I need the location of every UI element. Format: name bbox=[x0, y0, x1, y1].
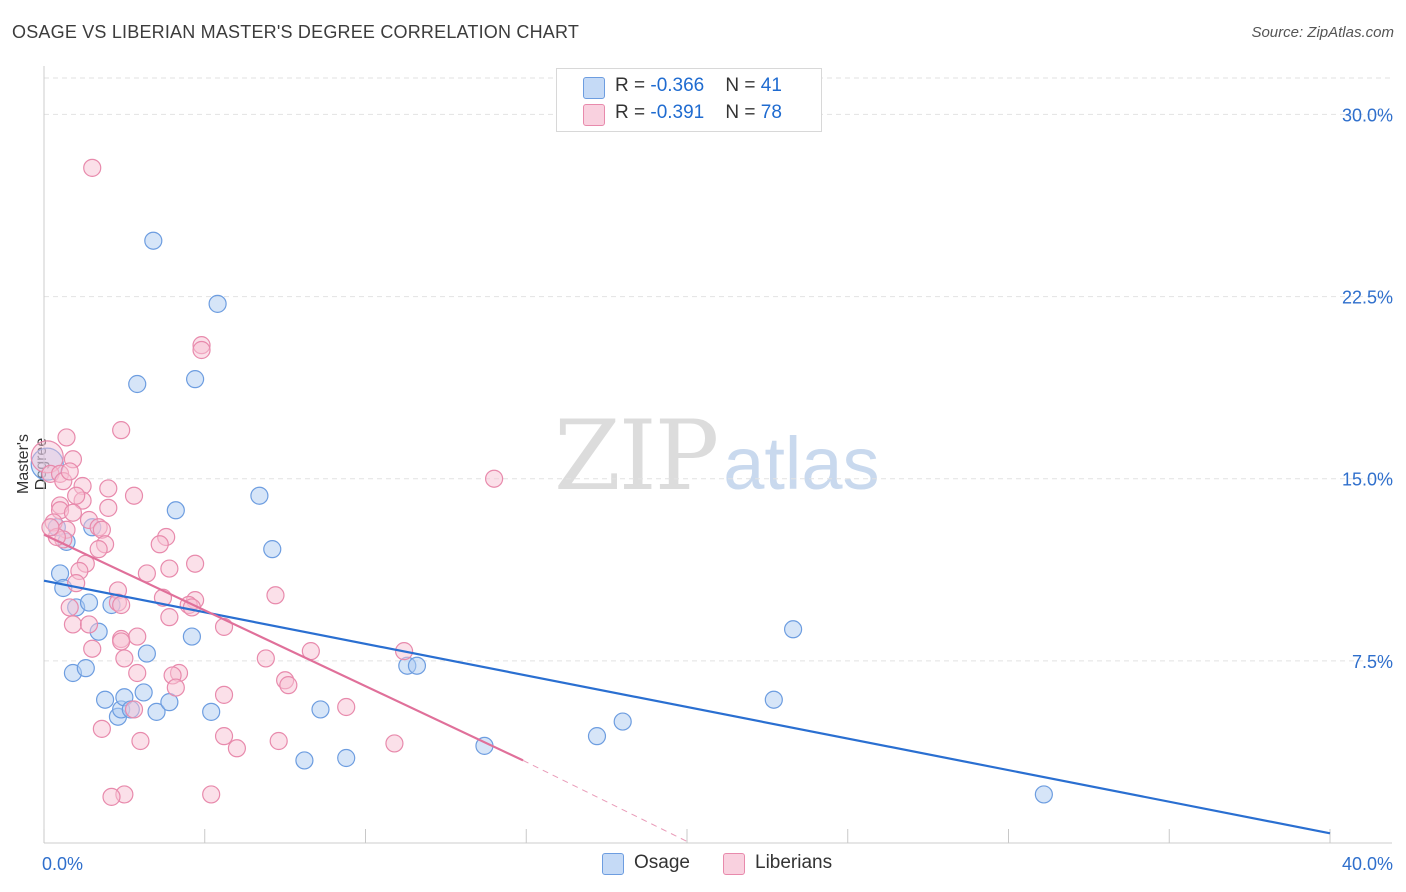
liberian-trend-extension bbox=[522, 759, 691, 844]
liberian-point-3 bbox=[112, 421, 131, 440]
liberians-r-label: R = bbox=[615, 102, 651, 123]
chart-title: OSAGE VS LIBERIAN MASTER'S DEGREE CORREL… bbox=[12, 22, 580, 42]
osage-point-26 bbox=[202, 702, 221, 721]
liberian-point-46 bbox=[79, 615, 99, 634]
liberian-point-44 bbox=[160, 608, 179, 627]
liberian-point-12 bbox=[99, 479, 118, 498]
y-tick-label-2: 22.5% bbox=[1342, 288, 1393, 308]
osage-point-23 bbox=[166, 501, 185, 520]
stats-legend: R = -0.366 N = 41 R = -0.391 N = 78 bbox=[556, 68, 822, 132]
liberian-point-50 bbox=[112, 632, 131, 651]
liberian-point-68 bbox=[131, 731, 150, 751]
osage-point-21 bbox=[147, 702, 166, 721]
liberian-point-13 bbox=[124, 486, 144, 505]
osage-r-label: R = bbox=[615, 75, 651, 96]
liberian-point-73 bbox=[202, 785, 221, 804]
osage-point-18 bbox=[134, 683, 153, 702]
liberian-point-55 bbox=[115, 649, 134, 668]
liberian-point-47 bbox=[214, 617, 234, 636]
osage-n-value: 41 bbox=[760, 75, 782, 96]
liberian-point-63 bbox=[337, 697, 356, 717]
liberian-point-61 bbox=[166, 678, 185, 697]
osage-point-17 bbox=[128, 374, 147, 394]
osage-legend-label: Osage bbox=[634, 852, 690, 873]
osage-point-24 bbox=[182, 627, 201, 646]
liberian-point-54 bbox=[256, 649, 275, 668]
liberian-point-38 bbox=[60, 598, 79, 617]
liberian-point-64 bbox=[124, 700, 144, 719]
osage-point-39 bbox=[783, 620, 803, 639]
source-label: Source: ZipAtlas.com bbox=[1251, 24, 1394, 41]
liberian-point-75 bbox=[41, 518, 60, 537]
osage-point-40 bbox=[1034, 785, 1053, 804]
liberian-point-51 bbox=[83, 639, 102, 658]
osage-point-8 bbox=[79, 593, 99, 612]
liberian-point-45 bbox=[63, 615, 83, 634]
liberian-point-70 bbox=[227, 739, 246, 758]
liberian-point-66 bbox=[214, 727, 234, 746]
osage-point-30 bbox=[295, 751, 314, 770]
liberian-point-62 bbox=[214, 685, 234, 704]
liberian-point-67 bbox=[269, 731, 288, 751]
liberian-point-76 bbox=[67, 486, 86, 505]
liberian-point-72 bbox=[102, 787, 121, 806]
osage-point-32 bbox=[337, 748, 356, 768]
osage-r-value: -0.366 bbox=[650, 75, 705, 96]
osage-point-29 bbox=[263, 540, 282, 559]
series-legend: Osage Liberians bbox=[0, 852, 1406, 878]
x-tick-label-0: 0.0% bbox=[42, 854, 83, 874]
osage-point-25 bbox=[186, 370, 205, 389]
osage-point-28 bbox=[250, 486, 269, 505]
liberian-point-28 bbox=[89, 540, 108, 559]
y-tick-label-0: 7.5% bbox=[1352, 652, 1393, 672]
liberian-point-60 bbox=[279, 676, 298, 695]
liberian-trend-line bbox=[43, 533, 524, 762]
liberian-point-37 bbox=[266, 586, 285, 605]
osage-point-37 bbox=[613, 712, 632, 731]
x-tick-label-1: 40.0% bbox=[1342, 854, 1393, 874]
liberians-swatch bbox=[583, 104, 605, 126]
liberian-point-77 bbox=[60, 462, 79, 481]
liberians-n-label: N = bbox=[725, 102, 761, 123]
liberians-n-value: 78 bbox=[760, 102, 782, 123]
osage-swatch bbox=[583, 77, 605, 99]
y-tick-label-1: 15.0% bbox=[1342, 470, 1393, 490]
osage-point-34 bbox=[407, 656, 427, 675]
liberian-point-17 bbox=[99, 498, 118, 517]
osage-legend-swatch bbox=[602, 853, 624, 875]
liberian-point-31 bbox=[186, 554, 205, 573]
liberian-point-10 bbox=[485, 469, 504, 488]
liberian-point-49 bbox=[128, 627, 147, 646]
y-tick-label-3: 30.0% bbox=[1342, 105, 1393, 125]
liberians-legend-label: Liberians bbox=[755, 852, 833, 873]
liberian-point-43 bbox=[112, 595, 131, 615]
osage-point-27 bbox=[208, 294, 227, 313]
liberian-point-57 bbox=[128, 663, 147, 683]
osage-point-20 bbox=[144, 231, 163, 250]
liberian-point-33 bbox=[160, 559, 179, 578]
osage-point-7 bbox=[76, 659, 95, 678]
osage-n-label: N = bbox=[725, 75, 761, 96]
osage-trend-line bbox=[43, 579, 1331, 835]
liberian-point-0 bbox=[83, 158, 102, 177]
osage-point-38 bbox=[764, 690, 783, 709]
osage-point-31 bbox=[311, 700, 330, 719]
liberians-legend-swatch bbox=[723, 853, 745, 875]
liberian-point-27 bbox=[150, 535, 169, 554]
liberian-point-4 bbox=[57, 428, 76, 447]
liberians-r-value: -0.391 bbox=[650, 102, 705, 123]
liberian-point-2 bbox=[192, 340, 211, 360]
liberian-point-69 bbox=[385, 734, 404, 753]
osage-point-11 bbox=[95, 690, 115, 709]
osage-point-19 bbox=[137, 644, 156, 663]
osage-point-36 bbox=[587, 727, 607, 746]
liberian-point-18 bbox=[63, 503, 83, 522]
liberian-point-65 bbox=[92, 719, 111, 738]
